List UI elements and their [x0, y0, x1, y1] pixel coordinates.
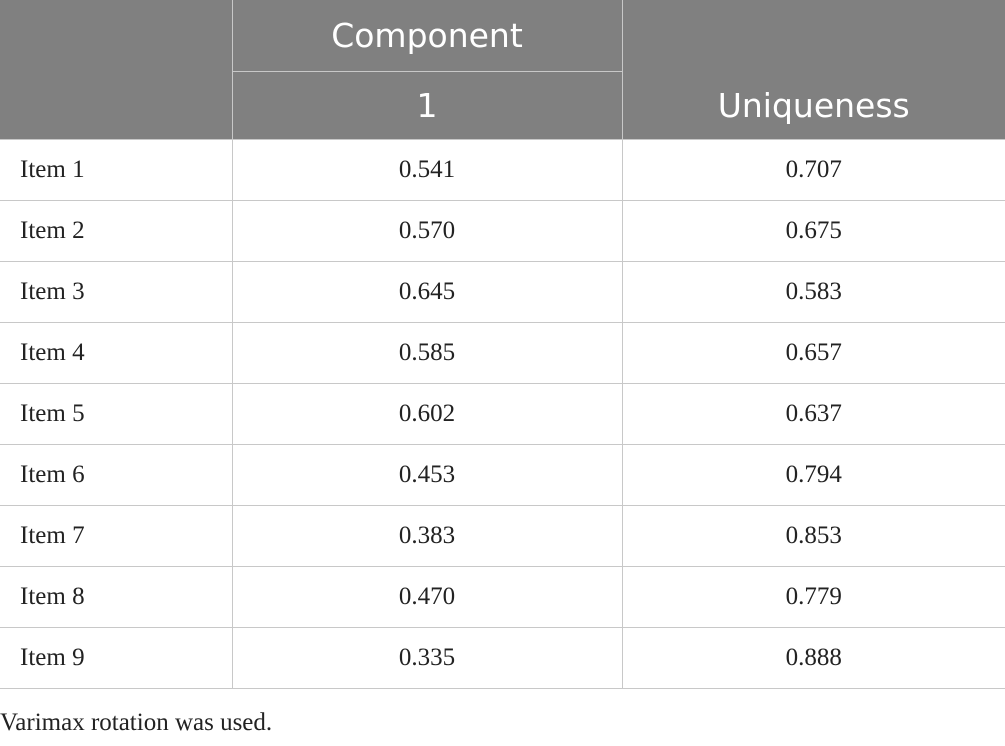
item-label: Item 7 [0, 505, 233, 567]
item-label: Item 6 [0, 444, 233, 506]
item-label: Item 4 [0, 322, 233, 384]
header-row-group: Component [0, 0, 1005, 140]
table-row: Item 7 0.383 0.853 [0, 505, 1005, 567]
component-1-header: 1 [231, 71, 623, 140]
component-value: 0.585 [231, 322, 623, 384]
item-label: Item 2 [0, 200, 233, 262]
table-footnote: Varimax rotation was used. [0, 709, 273, 736]
table-row: Item 5 0.602 0.637 [0, 383, 1005, 445]
uniqueness-value: 0.888 [621, 627, 1005, 689]
uniqueness-value: 0.779 [621, 566, 1005, 628]
table-row: Item 1 0.541 0.707 [0, 139, 1005, 201]
uniqueness-value: 0.794 [621, 444, 1005, 506]
table-row: Item 4 0.585 0.657 [0, 322, 1005, 384]
item-label: Item 8 [0, 566, 233, 628]
component-group-header: Component [231, 0, 623, 72]
uniqueness-value: 0.657 [621, 322, 1005, 384]
uniqueness-header: Uniqueness [621, 71, 1005, 140]
component-loadings-table: Component 1 Uniqueness Item 1 0.541 0.70… [0, 0, 1005, 689]
table-row: Item 2 0.570 0.675 [0, 200, 1005, 262]
component-value: 0.453 [231, 444, 623, 506]
uniqueness-value: 0.583 [621, 261, 1005, 323]
uniqueness-value: 0.675 [621, 200, 1005, 262]
table-row: Item 9 0.335 0.888 [0, 627, 1005, 689]
header-blank-cell [621, 0, 1005, 72]
component-value: 0.541 [231, 139, 623, 201]
uniqueness-value: 0.637 [621, 383, 1005, 445]
component-value: 0.570 [231, 200, 623, 262]
uniqueness-value: 0.853 [621, 505, 1005, 567]
component-value: 0.645 [231, 261, 623, 323]
header-row-columns: 1 Uniqueness [0, 71, 1005, 140]
component-value: 0.602 [231, 383, 623, 445]
table-header: Component 1 Uniqueness [0, 0, 1005, 140]
table-row: Item 3 0.645 0.583 [0, 261, 1005, 323]
table-row: Item 6 0.453 0.794 [0, 444, 1005, 506]
item-label: Item 9 [0, 627, 233, 689]
component-value: 0.383 [231, 505, 623, 567]
uniqueness-value: 0.707 [621, 139, 1005, 201]
item-label: Item 5 [0, 383, 233, 445]
component-value: 0.470 [231, 566, 623, 628]
item-label: Item 1 [0, 139, 233, 201]
table-row: Item 8 0.470 0.779 [0, 566, 1005, 628]
header-corner-cell [0, 0, 233, 140]
item-label: Item 3 [0, 261, 233, 323]
table-body: Item 1 0.541 0.707 Item 2 0.570 0.675 It… [0, 139, 1005, 689]
component-value: 0.335 [231, 627, 623, 689]
